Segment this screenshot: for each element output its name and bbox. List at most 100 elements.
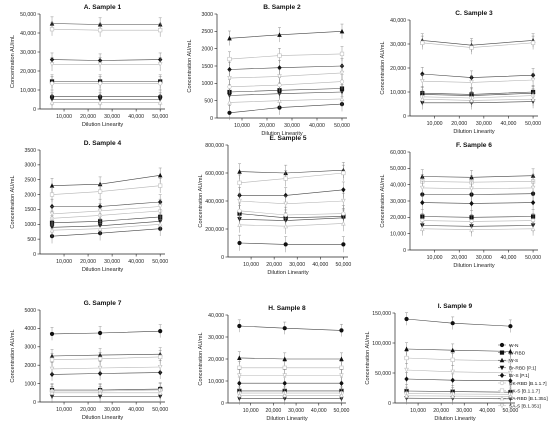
data-point-UK-S [97,28,103,33]
y-tick-label: 20,000 [20,69,36,75]
series-line-SA-RBD [406,395,511,397]
x-tick-label: 20,000 [451,121,467,127]
y-tick-label: 4000 [24,326,36,332]
y-tick-label: 1500 [24,207,36,213]
data-point-SA-S [469,186,474,192]
data-point-UK-S [469,45,474,50]
y-tick-label: 10,000 [390,90,406,96]
data-point-SA-S [97,208,103,214]
x-tick-label: 50,000 [502,408,518,414]
data-point-Br-S [404,376,409,382]
y-tick-label: 40,000 [208,313,224,319]
data-point-SA-S [508,370,513,376]
data-point-W-N [237,323,242,329]
legend-label: Br-S [P.1] [509,373,529,379]
data-point-UK-S [339,51,345,56]
legend-item: W-N [498,343,519,349]
x-axis-label: Dilution Linearity [266,416,308,421]
series-line-W-S [422,175,534,178]
data-point-W-N [341,242,346,247]
data-point-Br-S [530,200,536,206]
data-point-UK-S [237,180,242,185]
y-tick-label: 1000 [24,222,36,228]
legend-marker-SA-S [499,403,505,409]
data-point-W-S [227,35,232,41]
data-point-SA-RBD [282,392,288,398]
x-tick-label: 20,000 [433,408,449,414]
data-point-SA-S [339,373,344,378]
legend-marker-W-N [499,342,505,348]
x-tick-label: 10,000 [243,408,259,414]
series-line-SA-S [239,200,344,205]
data-point-SA-RBD [157,390,163,395]
data-point-SA-RBD [469,97,474,103]
data-point-UK-RBD [97,81,103,86]
data-point-Br-S [339,380,344,386]
y-tick-label: 0 [33,252,36,258]
y-tick-label: 0 [388,401,391,407]
series-line-SA-RBD [229,98,343,103]
y-tick-label: 3000 [24,345,36,351]
panel-title: I. Sample 9 [438,303,473,310]
x-tick-label: 10,000 [56,114,72,120]
legend-item: Br-RBD [P.1] [498,366,536,372]
data-point-W-N [158,329,163,334]
x-tick-label: 40,000 [128,114,144,120]
data-point-SA-RBD [49,99,55,105]
series-line-W-RBD [229,88,343,93]
data-point-UK-RBD [339,79,345,84]
x-axis-label: Dilution Linearity [82,122,124,128]
data-point-SA-RBD [420,226,425,231]
series-line-UK-RBD [51,210,161,219]
series-line-SA-RBD [239,223,344,227]
series-line-UK-RBD [422,220,534,222]
series-line-W-N [422,193,534,195]
data-point-W-S [237,355,242,361]
series-line-Br-RBD [239,217,344,221]
data-point-W-N [237,240,242,246]
series-line-Br-S [51,59,161,61]
series-line-Br-RBD [406,397,511,400]
data-point-UK-S [158,354,163,360]
x-tick-label: 40,000 [501,121,517,127]
data-point-SA-S [227,76,232,81]
data-point-UK-S [508,358,513,364]
data-point-W-S [237,169,242,174]
data-point-UK-S [49,192,55,197]
data-point-SA-RBD [530,226,536,231]
data-point-SA-RBD [450,393,455,399]
x-tick-label: 50,000 [525,255,541,261]
data-point-SA-S [282,373,288,378]
y-tick-label: 30,000 [390,199,406,205]
legend-label: SA-RBD [B.1.351] [509,396,548,402]
y-tick-label: 2000 [24,192,36,198]
data-point-Br-S [508,378,513,384]
y-tick-label: 40,000 [20,31,36,37]
data-point-SA-RBD [508,393,513,399]
y-tick-label: 20,000 [390,215,406,221]
panel-7: G. Sample 7 0 1000 2000 3000 4000 5000 10,000 20… [10,300,168,421]
series-line-W-S [239,357,342,360]
y-tick-label: 200,000 [205,227,224,233]
data-point-SA-RBD [237,392,242,398]
x-tick-label: 50,000 [152,407,168,413]
data-point-SA-S [277,74,282,79]
y-tick-label: 800,000 [205,143,224,149]
x-tick-label: 40,000 [311,408,327,414]
series-line-UK-S [406,357,511,362]
x-tick-label: 30,000 [104,259,120,265]
data-point-SA-RBD [404,393,409,398]
y-axis-label: Concentration AU/mL [10,329,16,382]
x-tick-label: 40,000 [479,408,495,414]
data-point-SA-RBD [277,98,282,103]
series-line-Br-RBD [422,225,534,227]
data-point-UK-RBD [277,82,282,88]
data-point-Br-S [341,187,346,193]
data-point-SA-S [97,62,103,67]
data-point-W-S [282,356,288,362]
x-tick-label: 10,000 [410,408,426,414]
data-point-W-S [157,172,163,178]
series-line-SA-S [406,369,511,374]
data-point-SA-S [420,185,425,191]
series-line-SA-S [51,206,161,215]
